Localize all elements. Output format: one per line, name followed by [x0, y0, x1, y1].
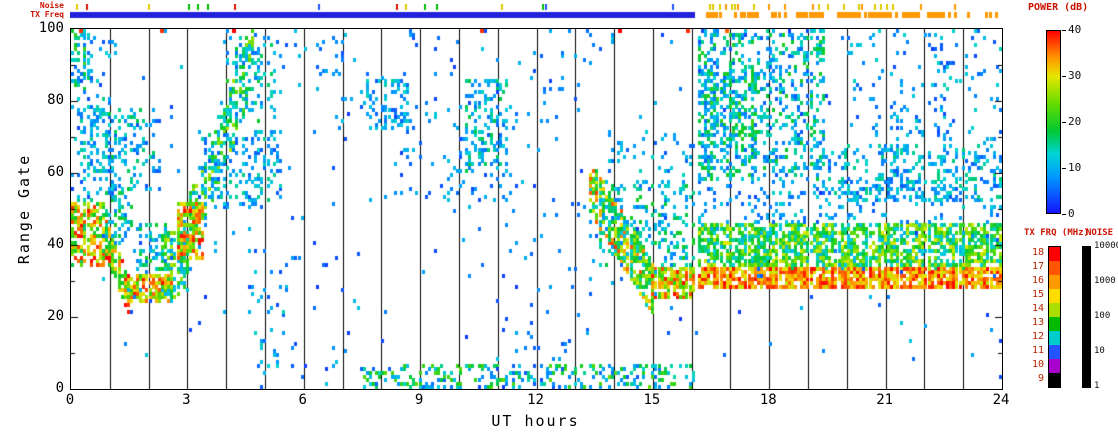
txfrq-legend-title: TX FRQ (MHz) — [1024, 228, 1090, 238]
txfrq-color-segment — [1049, 275, 1060, 289]
power-colorbar-tick-label: 20 — [1068, 115, 1082, 128]
noise-tick-label: 1000 — [1094, 276, 1116, 286]
x-tick-label: 12 — [527, 392, 544, 408]
txfrq-tick-label: 15 — [1031, 289, 1044, 300]
txfrq-color-segment — [1049, 331, 1060, 345]
power-legend-title: POWER (dB) — [1028, 2, 1089, 13]
txfrq-color-segment — [1049, 247, 1060, 261]
noise-strip-label: Noise — [39, 1, 64, 10]
x-tick-label: 9 — [414, 392, 424, 408]
txfrq-color-segment — [1049, 289, 1060, 303]
range-time-power-plot — [71, 29, 1002, 389]
noise-tick-label: 10 — [1094, 346, 1105, 356]
txfrq-tick-label: 16 — [1031, 275, 1044, 286]
x-tick-label: 6 — [298, 392, 307, 408]
power-colorbar-tickmark — [1062, 76, 1066, 77]
power-colorbar-tick-label: 10 — [1068, 161, 1082, 174]
txfrq-tick-label: 13 — [1031, 317, 1044, 328]
noise-colorbar — [1082, 246, 1091, 388]
txfrq-color-segment — [1049, 303, 1060, 317]
x-tick-label: 24 — [992, 392, 1010, 408]
txfrq-color-segment — [1049, 373, 1060, 387]
x-tick-label: 18 — [759, 392, 777, 408]
noise-tick-label: 100 — [1094, 311, 1111, 321]
noise-tick-label: 10000 — [1094, 241, 1118, 251]
txfrq-tick-label: 12 — [1031, 331, 1044, 342]
txfrq-color-segment — [1049, 317, 1060, 331]
txfrq-tick-label: 11 — [1031, 345, 1044, 356]
txfrq-color-segment — [1049, 345, 1060, 359]
y-tick-label: 100 — [38, 20, 64, 36]
txfrq-tick-label: 9 — [1037, 373, 1044, 384]
y-tick-label: 20 — [47, 308, 64, 324]
x-axis-label: UT hours — [491, 412, 580, 430]
x-tick-label: 21 — [876, 392, 894, 408]
txfrq-color-segment — [1049, 261, 1060, 275]
power-colorbar-tickmark — [1062, 214, 1066, 215]
txfreq-strip-label: TX Freq — [30, 10, 64, 19]
power-colorbar-tick-label: 0 — [1068, 207, 1075, 220]
txfrq-colorbar — [1048, 246, 1061, 388]
power-colorbar — [1046, 30, 1061, 214]
noise-tick-label: 1 — [1094, 381, 1100, 391]
noise-legend-title: NOISE — [1086, 228, 1114, 238]
txfrq-tick-label: 14 — [1031, 303, 1044, 314]
power-colorbar-tickmark — [1062, 168, 1066, 169]
x-tick-label: 15 — [643, 392, 661, 408]
y-tick-label: 0 — [55, 380, 64, 396]
power-colorbar-tick-label: 40 — [1068, 23, 1082, 36]
y-tick-label: 80 — [47, 92, 64, 108]
power-colorbar-tick-label: 30 — [1068, 69, 1082, 82]
txfrq-tick-label: 18 — [1031, 247, 1044, 258]
y-tick-label: 40 — [47, 236, 64, 252]
power-colorbar-tickmark — [1062, 122, 1066, 123]
txfrq-tick-label: 10 — [1031, 359, 1044, 370]
noise-txfreq-status-strips — [70, 4, 1001, 19]
plot-frame — [70, 28, 1003, 390]
y-tick-label: 60 — [47, 164, 64, 180]
x-tick-label: 0 — [65, 392, 75, 408]
txfrq-tick-label: 17 — [1031, 261, 1044, 272]
x-tick-label: 3 — [182, 392, 191, 408]
txfrq-color-segment — [1049, 359, 1060, 373]
power-colorbar-tickmark — [1062, 30, 1066, 31]
